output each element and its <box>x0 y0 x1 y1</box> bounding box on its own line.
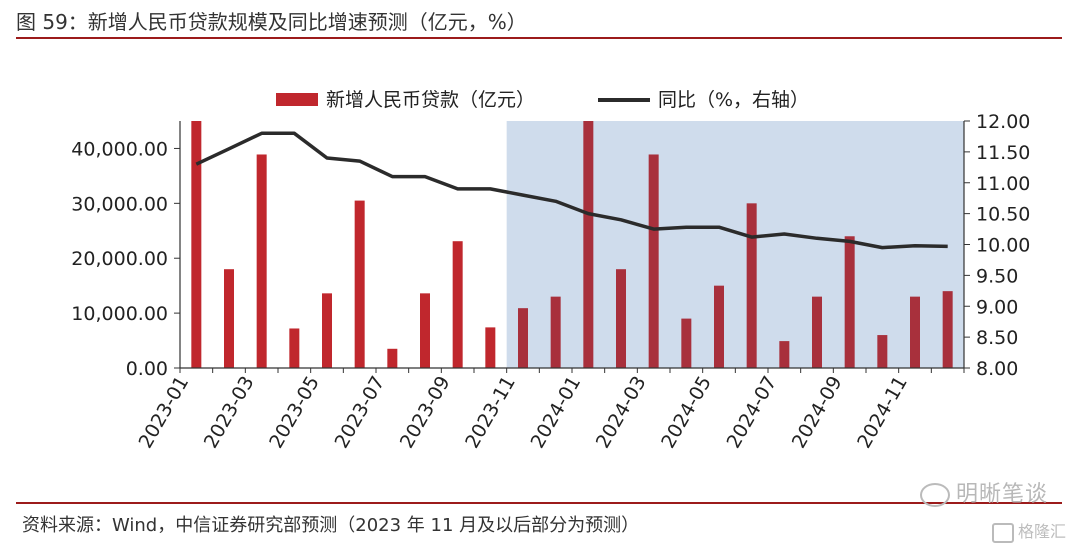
legend-line-label: 同比（%，右轴） <box>658 89 809 111</box>
bar-2023-07 <box>387 348 398 368</box>
bar-2024-04 <box>681 318 692 368</box>
bar-2023-10 <box>485 327 496 368</box>
chart-legend: 新增人民币贷款（亿元） 同比（%，右轴） <box>276 89 809 111</box>
bar-2024-09 <box>844 236 855 368</box>
left-tick-label: 0.00 <box>126 358 168 380</box>
right-tick-label: 9.50 <box>976 265 1018 287</box>
bar-2024-03 <box>648 154 659 368</box>
x-tick-label: 2023-05 <box>265 372 324 452</box>
figure-title: 图 59：新增人民币贷款规模及同比增速预测（亿元，%） <box>16 10 527 34</box>
right-tick-label: 11.50 <box>976 142 1030 164</box>
right-tick-label: 12.00 <box>976 111 1030 133</box>
x-tick-label: 2024-11 <box>853 372 912 452</box>
bar-2023-08 <box>420 293 430 368</box>
x-tick-label: 2024-09 <box>788 372 847 452</box>
bar-2023-09 <box>452 241 463 368</box>
bar-2024-07 <box>779 341 790 368</box>
bar-2023-04 <box>289 328 300 368</box>
bar-2024-06 <box>746 203 757 368</box>
yoy-line <box>195 131 948 250</box>
bar-2023-05 <box>322 293 332 368</box>
loan-chart: 新增人民币贷款（亿元） 同比（%，右轴） 0.00 10,000.00 20,000… <box>71 89 1030 452</box>
bar-2023-11 <box>518 308 528 368</box>
bar-2024-10 <box>877 335 888 368</box>
right-tick-label: 10.00 <box>976 235 1030 257</box>
source-note: 资料来源：Wind，中信证券研究部预测（2023 年 11 月及以后部分为预测） <box>22 515 640 536</box>
watermark-corner: 格隆汇 <box>991 518 1066 543</box>
right-tick-label: 11.00 <box>976 173 1030 195</box>
right-tick-label: 10.50 <box>976 204 1030 226</box>
right-tick-label: 8.50 <box>976 327 1018 349</box>
x-tick-label: 2023-11 <box>461 372 520 452</box>
left-tick-label: 40,000.00 <box>71 138 168 160</box>
glh-logo-icon <box>991 522 1014 543</box>
watermark-corner-text: 格隆汇 <box>1017 522 1066 541</box>
bar-2023-06 <box>354 200 365 368</box>
bar-2023-01 <box>191 121 202 368</box>
x-tick-label: 2023-01 <box>135 372 194 452</box>
bar-2024-08 <box>812 296 822 368</box>
bar-2024-02 <box>616 269 626 368</box>
bar-2024-05 <box>714 285 724 368</box>
x-tick-label: 2024-07 <box>723 372 782 452</box>
bar-2024-01 <box>583 121 594 368</box>
bar-2024-12 <box>942 291 953 368</box>
watermark: 明晰笔谈 <box>919 476 1048 508</box>
left-tick-label: 30,000.00 <box>71 193 168 215</box>
footer-rule <box>16 502 1062 504</box>
forecast-region <box>506 121 964 368</box>
right-tick-label: 8.00 <box>976 358 1018 380</box>
x-tick-label: 2024-05 <box>657 372 716 452</box>
watermark-brand: 明晰笔谈 <box>955 482 1048 507</box>
x-tick-label: 2023-09 <box>396 372 455 452</box>
title-rule <box>16 37 1062 39</box>
wechat-icon <box>919 483 950 507</box>
bar-2023-12 <box>550 296 561 368</box>
right-tick-label: 9.00 <box>976 296 1018 318</box>
left-tick-label: 10,000.00 <box>71 303 168 325</box>
bar-2023-03 <box>256 154 267 368</box>
x-tick-label: 2024-03 <box>592 372 651 452</box>
bar-2024-11 <box>910 296 920 368</box>
x-tick-label: 2024-01 <box>527 372 586 452</box>
x-tick-label: 2023-07 <box>331 372 390 452</box>
x-tick-label: 2023-03 <box>200 372 259 452</box>
left-tick-label: 20,000.00 <box>71 248 168 270</box>
legend-bar-label: 新增人民币贷款（亿元） <box>326 89 535 111</box>
bar-2023-02 <box>224 269 234 368</box>
legend-bar-swatch <box>276 93 318 106</box>
